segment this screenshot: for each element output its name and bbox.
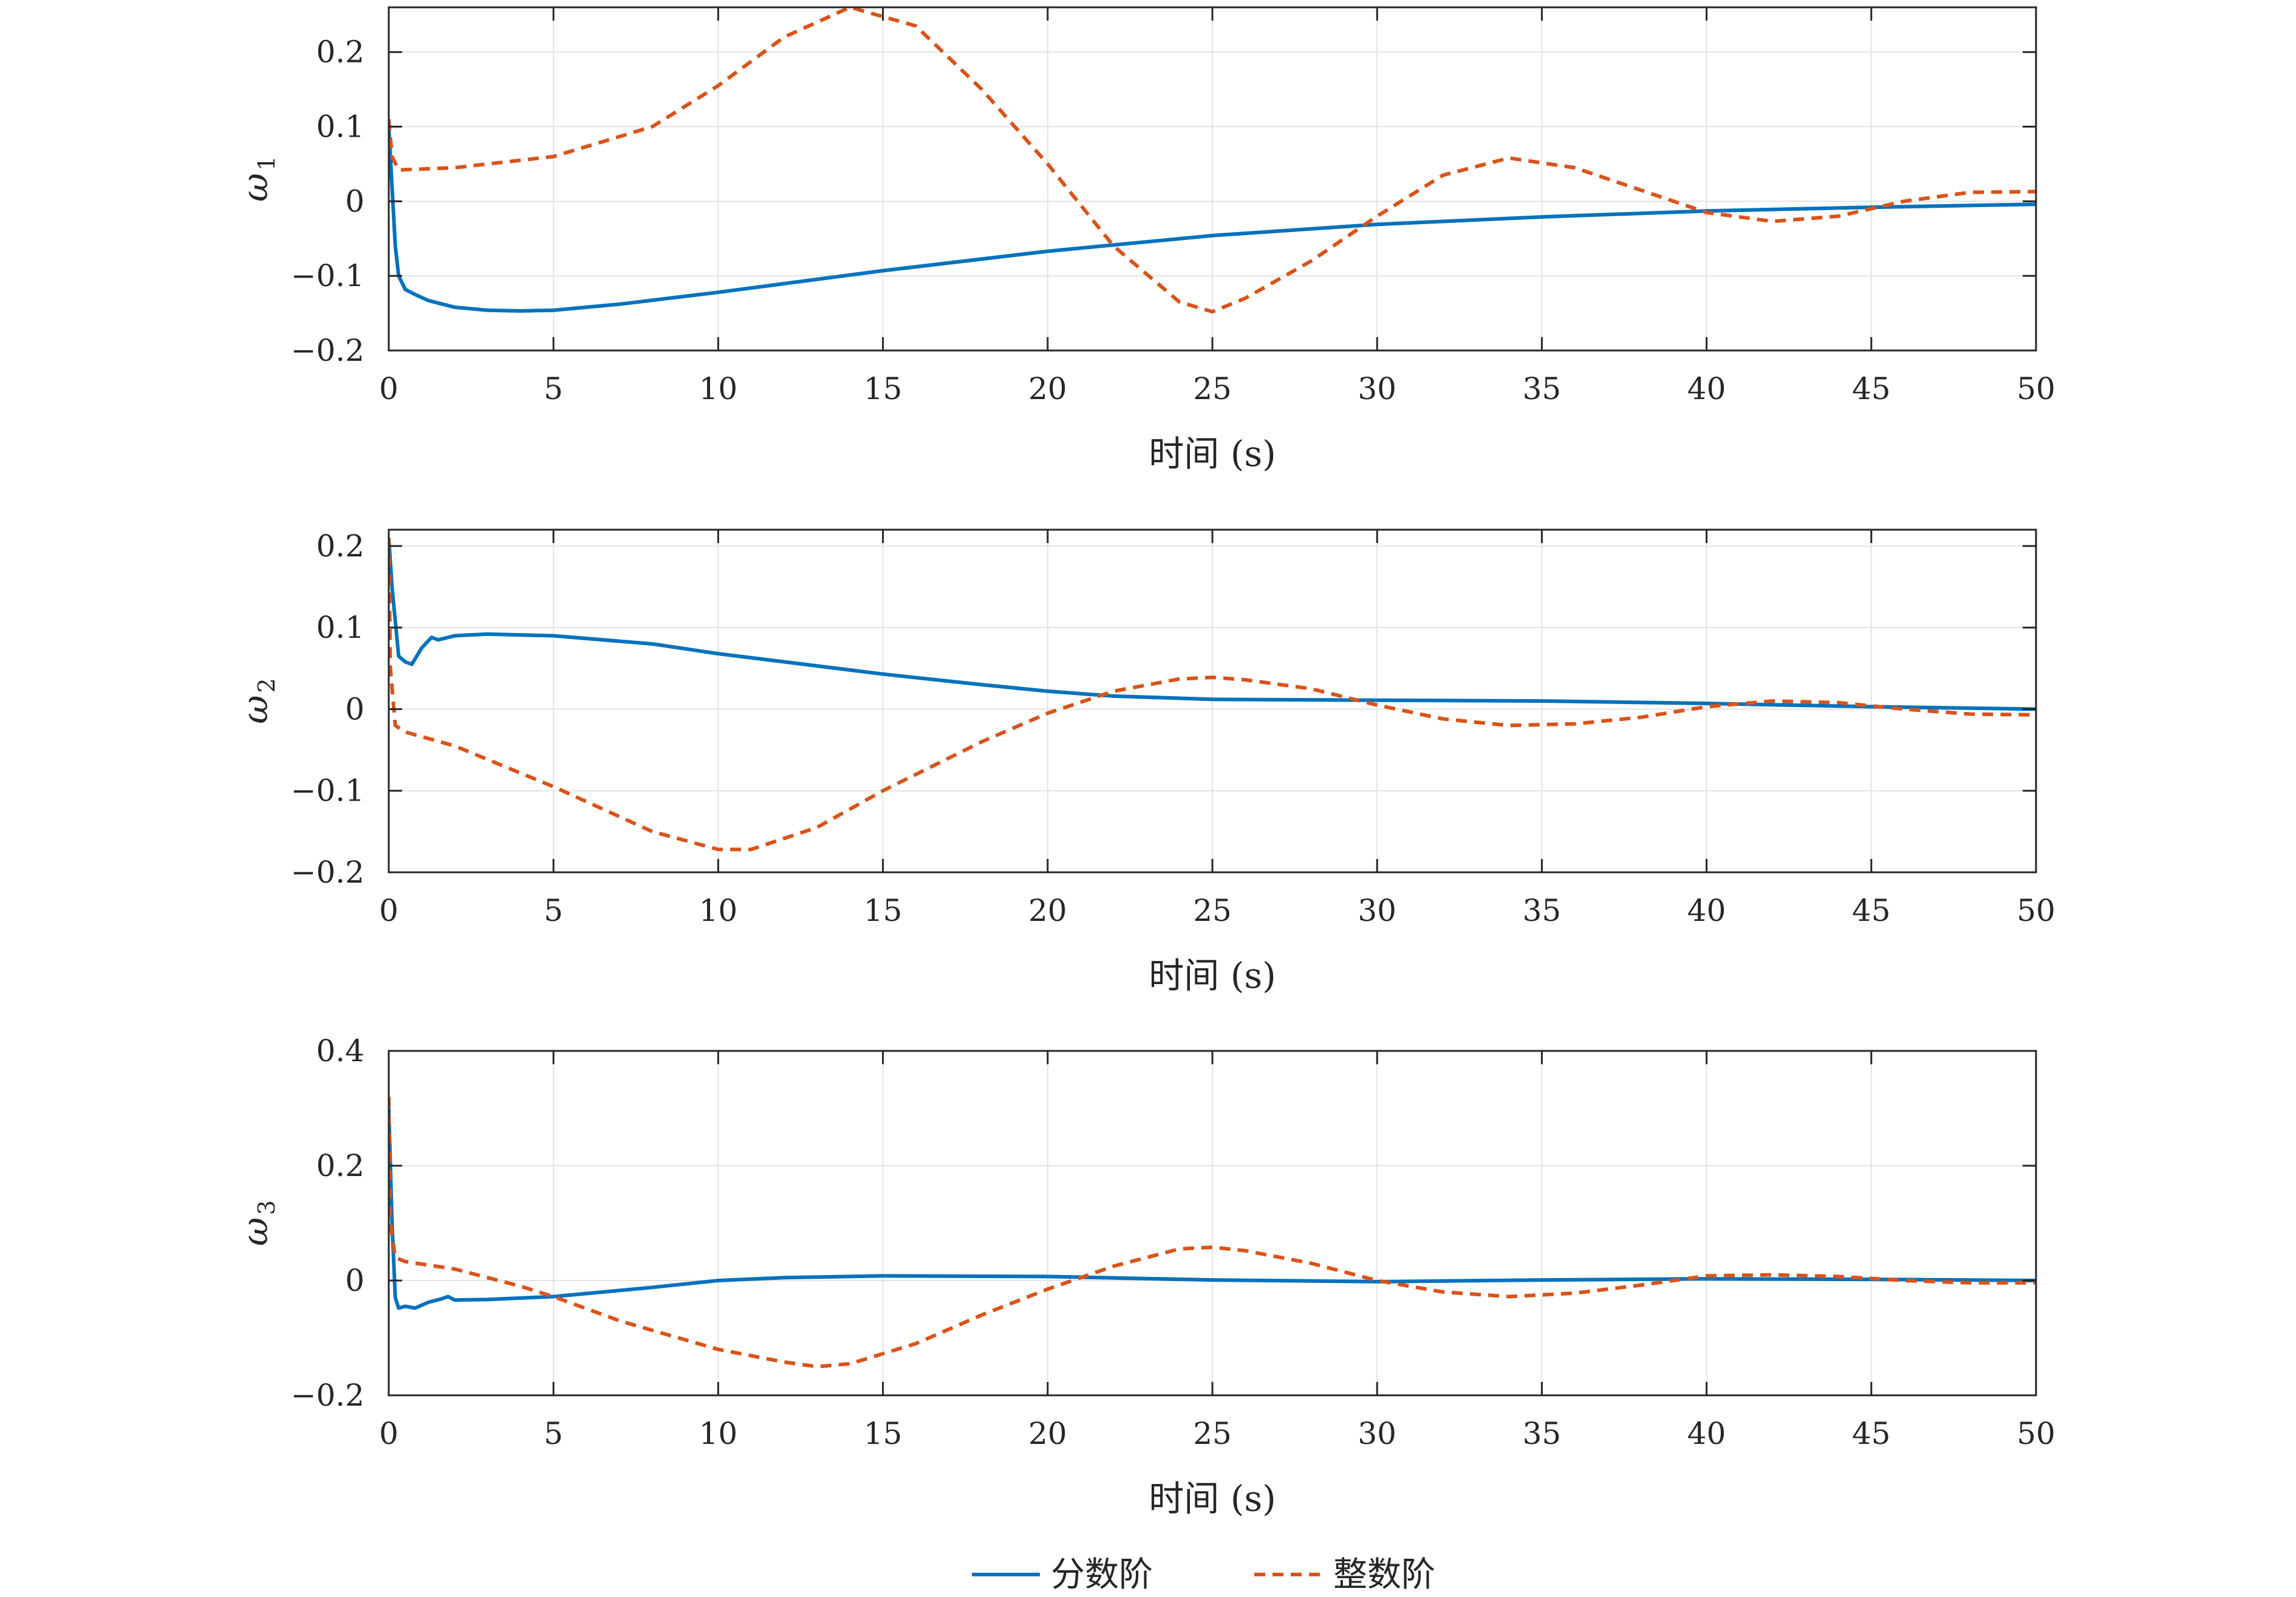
- subplot-1: 0 5 10 15 20 25 30 35 40 45 50 −0.2 −0.1 0 0.1 0.2 时间 (s…: [234, 5, 2055, 474]
- subplot-3: 0 5 10 15 20 25 30 35 40 45 50 −0.2 0 0.2 0.4 时间 (s) ω3: [234, 1033, 2055, 1519]
- x-tick-label: 10: [699, 893, 738, 928]
- x-tick-label: 5: [544, 371, 563, 406]
- x-tick-label: 50: [2017, 371, 2055, 406]
- y-tick-label: −0.1: [291, 258, 364, 293]
- x-tick-label: 20: [1028, 371, 1067, 406]
- x-tick-label: 0: [379, 371, 398, 406]
- x-tick-label: 20: [1028, 1416, 1067, 1451]
- legend: 分数阶 整数阶: [972, 1555, 1435, 1595]
- x-tick-label: 50: [2017, 893, 2055, 928]
- x-tick-label: 30: [1358, 371, 1396, 406]
- y-tick-label: −0.2: [291, 1378, 364, 1413]
- y-tick-label: −0.2: [291, 333, 364, 368]
- subplot-2: 0 5 10 15 20 25 30 35 40 45 50 −0.2 −0.1 0 0.1 0.2 时间 (s…: [234, 528, 2055, 996]
- x-tick-label: 30: [1358, 1416, 1396, 1451]
- y-axis-label: ω1: [234, 156, 280, 202]
- y-tick-label: 0: [345, 183, 364, 219]
- y-tick-label: 0.1: [316, 109, 364, 145]
- y-axis-label: ω3: [234, 1200, 280, 1246]
- y-axis-label: ω2: [234, 678, 280, 723]
- x-tick-label: 40: [1687, 1416, 1726, 1451]
- x-tick-label: 15: [864, 371, 903, 406]
- series-line-fractional: [389, 538, 2036, 711]
- x-tick-label: 20: [1028, 893, 1067, 928]
- x-tick-label: 10: [699, 1416, 738, 1451]
- y-tick-label: 0: [345, 691, 364, 727]
- x-axis-label: 时间 (s): [1149, 955, 1276, 996]
- x-tick-label: 50: [2017, 1416, 2055, 1451]
- x-tick-label: 15: [864, 893, 903, 928]
- y-tick-label: 0.2: [316, 528, 364, 564]
- y-tick-label: −0.1: [291, 773, 364, 809]
- y-tick-label: 0.4: [316, 1033, 364, 1069]
- series-line-integer: [389, 5, 2036, 314]
- x-tick-label: 0: [379, 1416, 398, 1451]
- subplots: 0 5 10 15 20 25 30 35 40 45 50−0.2−0.100.10.2时间 (s…: [234, 5, 2055, 1519]
- x-axis-label: 时间 (s): [1149, 433, 1276, 474]
- x-tick-label: 40: [1687, 371, 1726, 406]
- y-tick-label: 0.2: [316, 1148, 364, 1183]
- x-tick-label: 35: [1523, 371, 1562, 406]
- x-tick-label: 30: [1358, 893, 1396, 928]
- y-tick-label: 0.2: [316, 35, 364, 70]
- x-tick-label: 10: [699, 371, 738, 406]
- y-tick-label: −0.2: [291, 855, 364, 890]
- series-line-integer: [389, 1096, 2036, 1369]
- series-line-fractional: [389, 1108, 2036, 1310]
- x-tick-label: 25: [1193, 371, 1232, 406]
- legend-label-integer: 整数阶: [1333, 1555, 1435, 1595]
- x-tick-label: 35: [1523, 893, 1562, 928]
- x-tick-label: 45: [1852, 371, 1891, 406]
- x-tick-label: 25: [1193, 1416, 1232, 1451]
- y-tick-label: 0.1: [316, 610, 364, 645]
- x-tick-label: 5: [544, 1416, 563, 1451]
- x-tick-label: 0: [379, 893, 398, 928]
- x-tick-label: 25: [1193, 893, 1232, 928]
- x-tick-label: 15: [864, 1416, 903, 1451]
- x-axis-label: 时间 (s): [1149, 1478, 1276, 1519]
- legend-label-fractional: 分数阶: [1051, 1555, 1153, 1595]
- series-line-integer: [389, 538, 2036, 852]
- x-tick-label: 45: [1852, 1416, 1891, 1451]
- x-tick-label: 40: [1687, 893, 1726, 928]
- x-tick-label: 5: [544, 893, 563, 928]
- x-tick-label: 45: [1852, 893, 1891, 928]
- series-line-fractional: [389, 126, 2036, 313]
- x-tick-label: 35: [1523, 1416, 1562, 1451]
- y-tick-label: 0: [345, 1263, 364, 1298]
